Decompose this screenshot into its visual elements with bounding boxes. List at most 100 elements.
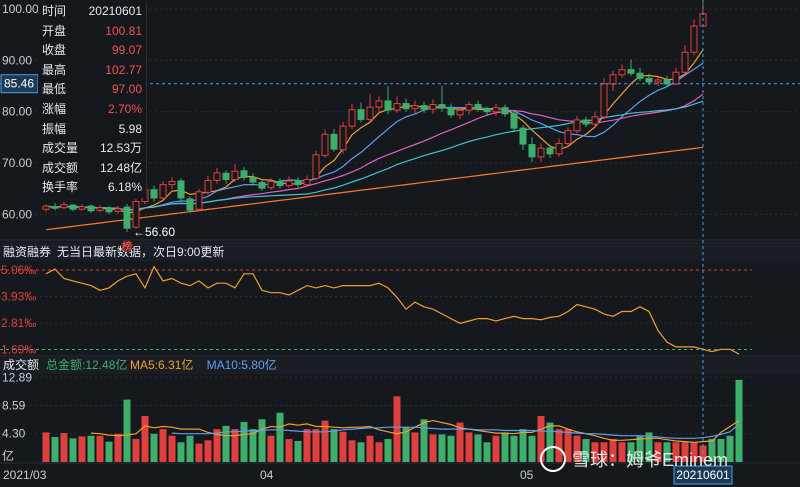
- candle-body: [240, 170, 248, 178]
- info-row: 收盘 99.07: [42, 41, 142, 59]
- volume-bar: [186, 435, 194, 462]
- margin-header-bg: [0, 242, 800, 261]
- candle-body: [132, 201, 140, 228]
- volume-axis-tick: 8.59: [2, 399, 26, 413]
- candle-body: [294, 179, 302, 186]
- volume-bar: [285, 439, 293, 462]
- volume-bar: [339, 431, 347, 462]
- candle-body: [609, 74, 617, 85]
- price-axis-tick: 80.00: [2, 105, 32, 119]
- volume-bar: [303, 429, 311, 462]
- snowball-logo-icon: [540, 446, 566, 473]
- margin-panel-subtitle: 无当日最新数据，次日9:00更新: [57, 244, 224, 259]
- candle-body: [600, 83, 608, 118]
- crosshair-date-box: [673, 465, 733, 485]
- volume-bar: [411, 432, 419, 462]
- volume-bar: [177, 442, 185, 462]
- volume-bar: [141, 416, 149, 462]
- candle-body: [222, 172, 230, 180]
- info-value: 5.98: [118, 121, 142, 136]
- candle-body: [168, 181, 176, 186]
- volume-bar: [96, 435, 104, 462]
- volume-bar: [159, 429, 167, 462]
- info-label: 收盘: [42, 43, 67, 58]
- candle-body: [690, 25, 698, 53]
- volume-legend-item: MA10:5.80亿: [207, 357, 277, 372]
- rank-badge-icon: [121, 239, 133, 252]
- info-value: 20210601: [88, 4, 142, 18]
- volume-bar: [591, 442, 599, 462]
- candle-body: [375, 100, 383, 108]
- info-label: 成交额: [42, 160, 79, 175]
- info-label: 振幅: [42, 121, 67, 136]
- candle-body: [564, 130, 572, 145]
- candle-body: [312, 154, 320, 179]
- candle-body: [339, 125, 347, 151]
- volume-bar: [42, 432, 50, 462]
- volume-bar: [555, 429, 563, 462]
- candle-body: [96, 207, 104, 211]
- margin-axis-tick: 1.69‰: [1, 343, 36, 357]
- volume-bar: [330, 429, 338, 462]
- volume-bar: [618, 442, 626, 462]
- candle-body: [591, 116, 599, 125]
- info-value: 6.18%: [107, 180, 142, 195]
- volume-bar: [249, 429, 257, 462]
- info-row: 涨幅 2.70%: [42, 100, 142, 118]
- price-axis-tick: 60.00: [2, 207, 32, 221]
- candle-body: [231, 170, 239, 180]
- candle-body: [267, 181, 275, 189]
- candle-body: [627, 69, 635, 74]
- candle-body: [681, 51, 689, 73]
- candle-body: [60, 204, 68, 209]
- margin-axis-tick: 2.81‰: [1, 316, 36, 330]
- volume-bar: [699, 445, 707, 462]
- candle-body: [276, 181, 284, 187]
- volume-bar: [528, 435, 536, 462]
- candle-body: [42, 205, 50, 210]
- candle-body: [366, 106, 374, 120]
- margin-axis-tick: 3.93‰: [1, 290, 36, 304]
- volume-bar: [609, 439, 617, 462]
- candle-body: [87, 205, 95, 212]
- candle-body: [483, 108, 491, 113]
- volume-header-bg: [0, 356, 800, 374]
- volume-bar: [564, 429, 572, 462]
- info-value: 2.70%: [107, 102, 142, 116]
- volume-bar: [672, 442, 680, 462]
- candle-body: [105, 207, 113, 213]
- price-axis-tick: 90.00: [2, 53, 32, 67]
- watermark: 雪球：姆爷Eminem: [540, 446, 728, 474]
- info-row: 时间 20210601: [42, 2, 142, 20]
- volume-panel-title: 成交额: [3, 357, 39, 372]
- volume-bar: [276, 412, 284, 462]
- volume-bar: [195, 443, 203, 462]
- candle-body: [528, 144, 536, 158]
- volume-bar: [375, 442, 383, 462]
- candle-body: [465, 104, 473, 111]
- volume-bar: [636, 435, 644, 462]
- candle-body: [456, 109, 464, 116]
- volume-bar: [726, 435, 734, 462]
- volume-bar: [546, 422, 554, 462]
- candle-body: [519, 127, 527, 145]
- candle-body: [204, 179, 212, 193]
- crosshair-date-label: 20210601: [676, 468, 730, 482]
- ohlc-info-panel: 时间 20210601 开盘 100.81 收盘 99.07 最高 102.77 最低 97.00…: [38, 2, 147, 198]
- info-label: 时间: [42, 4, 67, 18]
- candle-body: [114, 208, 122, 212]
- candle-body: [249, 176, 257, 183]
- candle-body: [654, 79, 662, 83]
- margin-panel-title: 融资融券: [3, 244, 51, 259]
- x-axis-tick: 05: [520, 468, 534, 482]
- volume-bar: [357, 442, 365, 462]
- candle-body: [330, 133, 338, 150]
- candle-body: [69, 204, 77, 210]
- candle-body: [474, 104, 482, 110]
- volume-bar: [573, 435, 581, 462]
- candle-body: [150, 189, 158, 199]
- candle-body: [492, 107, 500, 113]
- volume-bar: [465, 432, 473, 462]
- margin-ratio-line: [45, 265, 740, 355]
